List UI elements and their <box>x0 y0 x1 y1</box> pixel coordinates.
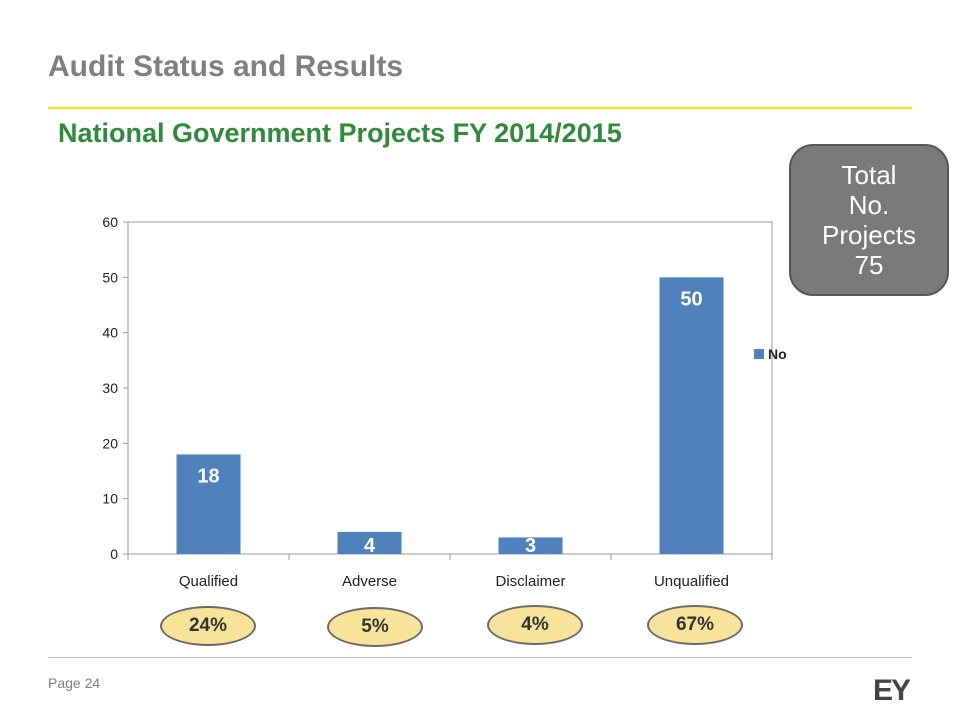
y-tick-label: 20 <box>102 435 118 451</box>
bar-adverse <box>337 531 402 554</box>
data-label: 18 <box>197 465 219 487</box>
percent-oval-disclaimer: 4% <box>487 605 583 645</box>
x-tick-label: Adverse <box>342 573 397 590</box>
y-tick-label: 30 <box>102 380 118 396</box>
heading-divider <box>48 107 912 109</box>
chart-subtitle: National Government Projects FY 2014/201… <box>58 118 622 148</box>
bar-disclaimer <box>498 537 563 554</box>
x-tick-label: Disclaimer <box>495 573 565 590</box>
total-box-line-4: 75 <box>854 250 884 280</box>
bar-qualified <box>176 454 241 554</box>
data-label: 3 <box>525 535 536 557</box>
y-tick-label: 0 <box>110 546 118 562</box>
y-tick-label: 60 <box>102 214 118 230</box>
page-number: Page 24 <box>48 675 101 691</box>
data-label: 50 <box>680 288 702 310</box>
data-label: 4 <box>364 535 376 557</box>
total-projects-box: Total No. Projects 75 <box>789 144 949 296</box>
y-tick-label: 40 <box>102 325 118 341</box>
total-box-line-1: Total <box>841 160 897 190</box>
slide-heading: Audit Status and Results <box>48 50 404 83</box>
percent-oval-qualified: 24% <box>160 606 256 646</box>
y-tick-label: 50 <box>102 269 118 285</box>
total-box-line-2: No. <box>848 190 890 220</box>
footer-divider <box>48 657 912 658</box>
ey-logo: EY <box>873 674 911 707</box>
x-tick-label: Qualified <box>179 573 238 590</box>
x-tick-label: Unqualified <box>654 573 729 590</box>
legend-label: No <box>768 346 787 362</box>
bar-unqualified <box>659 277 724 554</box>
y-tick-label: 10 <box>102 491 118 507</box>
percent-oval-adverse: 5% <box>327 607 423 647</box>
percent-oval-unqualified: 67% <box>647 605 743 645</box>
total-box-line-3: Projects <box>822 220 916 250</box>
legend-swatch <box>754 349 764 359</box>
